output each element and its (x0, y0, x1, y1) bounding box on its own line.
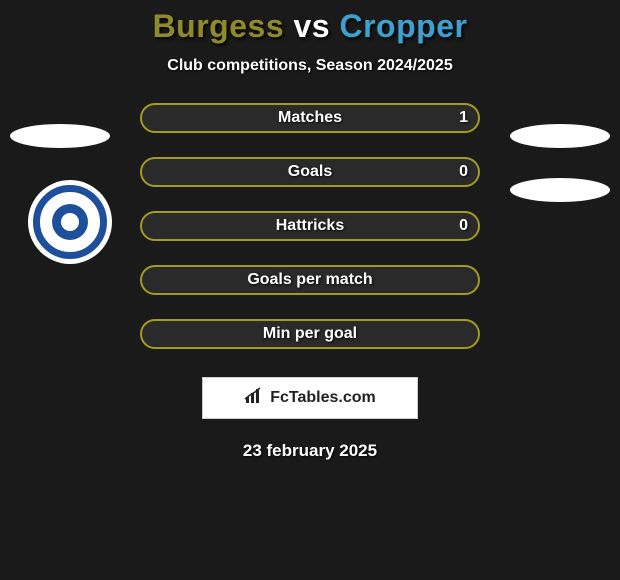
crest-inner (52, 204, 88, 240)
subtitle: Club competitions, Season 2024/2025 (0, 57, 620, 75)
crest-ring (33, 185, 107, 259)
fctables-badge[interactable]: FcTables.com (202, 377, 418, 419)
stat-value-right: 1 (459, 109, 468, 127)
stat-row: Goals 0 (140, 157, 480, 187)
stat-label: Matches (278, 109, 342, 127)
page-title: Burgess vs Cropper (0, 8, 620, 45)
player-photo-placeholder (10, 124, 110, 148)
stat-row: Matches 1 (140, 103, 480, 133)
stat-row: Hattricks 0 (140, 211, 480, 241)
stat-label: Hattricks (276, 217, 344, 235)
stat-label: Goals (288, 163, 332, 181)
stat-row: Min per goal (140, 319, 480, 349)
date-label: 23 february 2025 (0, 441, 620, 461)
club-crest-left (28, 180, 112, 264)
title-left: Burgess (153, 8, 285, 44)
stat-row: Goals per match (140, 265, 480, 295)
soccer-ball-icon (61, 213, 79, 231)
title-right: Cropper (339, 8, 467, 44)
stat-label: Goals per match (247, 271, 372, 289)
bar-chart-icon (244, 387, 264, 410)
stat-value-right: 0 (459, 217, 468, 235)
fctables-label: FcTables.com (270, 389, 376, 407)
stat-value-right: 0 (459, 163, 468, 181)
player-photo-placeholder (510, 178, 610, 202)
player-photo-placeholder (510, 124, 610, 148)
title-vs: vs (294, 8, 331, 44)
stat-label: Min per goal (263, 325, 357, 343)
